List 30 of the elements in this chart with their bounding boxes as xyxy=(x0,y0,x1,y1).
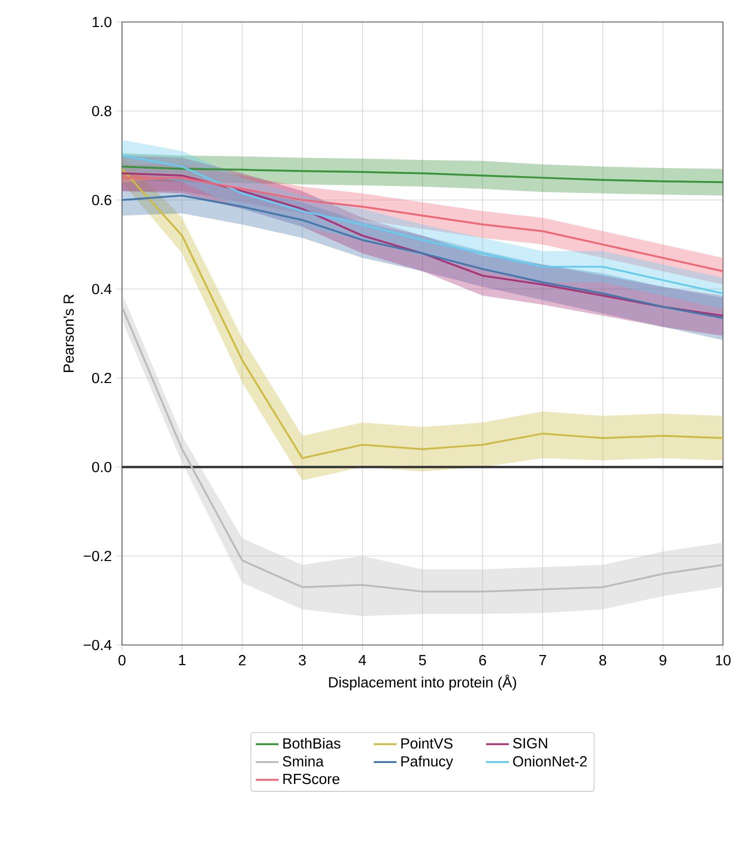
x-tick-label: 9 xyxy=(660,655,666,666)
line-series xyxy=(122,166,723,184)
x-tick-label: 1 xyxy=(179,655,186,666)
x-axis-title: Displacement into protein (Å) xyxy=(329,674,516,690)
y-tick-label: −0.4 xyxy=(84,640,112,650)
legend-label: RFScore xyxy=(283,774,340,784)
y-tick-label: 1.0 xyxy=(92,16,112,28)
legend-label: OnionNet-2 xyxy=(513,756,587,767)
y-tick-label: 0.4 xyxy=(92,284,112,294)
y-tick-label: 0.6 xyxy=(92,194,112,206)
y-tick-label: 0.0 xyxy=(92,462,112,472)
x-tick-label: 8 xyxy=(599,655,606,666)
x-tick-label: 0 xyxy=(118,655,126,666)
legend-label: BothBias xyxy=(283,738,340,749)
legend-label: Pafnucy xyxy=(401,756,454,770)
x-tick-label: 4 xyxy=(358,655,366,666)
legend-label: Smina xyxy=(282,756,324,767)
legend-label: SIGN xyxy=(513,738,548,748)
x-tick-label: 10 xyxy=(716,655,731,666)
y-tick-label: 0.2 xyxy=(92,372,112,384)
legend-label: PointVS xyxy=(401,738,452,749)
x-tick-label: 5 xyxy=(419,655,426,666)
line-series xyxy=(122,194,723,319)
y-axis-title: Pearson's R xyxy=(64,294,74,372)
x-tick-label: 7 xyxy=(539,655,546,666)
x-tick-label: 2 xyxy=(238,655,246,666)
x-tick-label: 6 xyxy=(479,655,486,666)
y-tick-label: 0.8 xyxy=(92,106,112,116)
y-tick-label: −0.2 xyxy=(84,550,112,562)
x-tick-label: 3 xyxy=(298,655,306,666)
